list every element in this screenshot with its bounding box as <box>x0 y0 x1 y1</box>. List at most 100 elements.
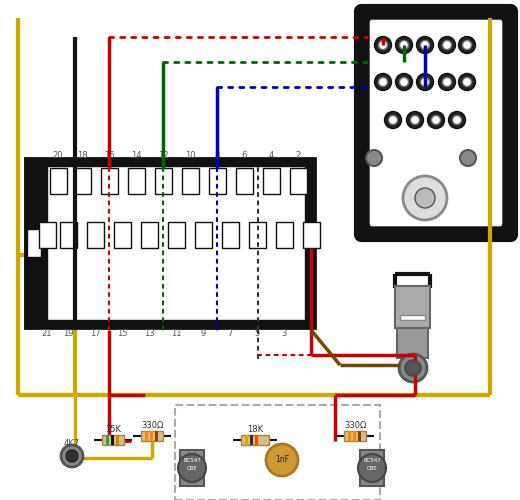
Text: CBE: CBE <box>187 466 198 471</box>
Text: 13: 13 <box>144 328 154 338</box>
Circle shape <box>366 150 382 166</box>
Text: 10: 10 <box>185 150 195 160</box>
Bar <box>60 222 77 248</box>
Bar <box>106 435 109 445</box>
Circle shape <box>66 450 78 462</box>
Bar <box>358 431 361 441</box>
Text: 14: 14 <box>131 150 141 160</box>
Circle shape <box>358 454 386 482</box>
Bar <box>276 222 293 248</box>
Bar <box>255 435 258 445</box>
Text: 4K7: 4K7 <box>64 438 80 448</box>
Bar <box>353 431 356 441</box>
Text: 17: 17 <box>89 328 100 338</box>
Text: 3: 3 <box>281 328 287 338</box>
Circle shape <box>396 36 412 54</box>
Bar <box>111 435 114 445</box>
Bar <box>397 328 428 358</box>
Bar <box>245 435 248 445</box>
Circle shape <box>374 74 392 90</box>
Circle shape <box>61 445 83 467</box>
Text: 1nF: 1nF <box>275 456 289 464</box>
Circle shape <box>384 112 401 128</box>
Bar <box>101 168 118 194</box>
Bar <box>128 168 145 194</box>
Text: 7: 7 <box>227 328 232 338</box>
Text: 1: 1 <box>308 328 314 338</box>
Circle shape <box>410 116 420 124</box>
Bar <box>155 431 158 441</box>
FancyBboxPatch shape <box>369 19 503 227</box>
Circle shape <box>459 36 475 54</box>
Text: 9: 9 <box>200 328 205 338</box>
Bar <box>303 222 320 248</box>
Bar <box>27 229 41 257</box>
Text: 18: 18 <box>76 150 87 160</box>
Text: 21: 21 <box>42 328 52 338</box>
Circle shape <box>405 360 421 376</box>
Bar <box>348 431 351 441</box>
Text: BC547: BC547 <box>363 458 381 464</box>
Bar <box>180 450 204 486</box>
Text: 5: 5 <box>254 328 259 338</box>
Circle shape <box>452 116 462 124</box>
Text: BC547: BC547 <box>183 458 201 464</box>
Circle shape <box>266 444 298 476</box>
Bar <box>141 431 163 441</box>
Bar <box>114 222 131 248</box>
Text: 12: 12 <box>158 150 168 160</box>
Bar <box>290 168 307 194</box>
Bar <box>39 222 56 248</box>
Circle shape <box>379 78 387 86</box>
Bar <box>344 431 366 441</box>
Bar <box>360 450 384 486</box>
Circle shape <box>178 454 206 482</box>
Text: CBE: CBE <box>367 466 378 471</box>
Circle shape <box>462 78 472 86</box>
Polygon shape <box>25 158 47 328</box>
Bar <box>209 168 226 194</box>
Circle shape <box>427 112 445 128</box>
Bar <box>145 431 148 441</box>
Bar <box>249 222 266 248</box>
Bar <box>395 286 430 328</box>
Circle shape <box>432 116 440 124</box>
Circle shape <box>460 150 476 166</box>
Text: 330Ω: 330Ω <box>141 422 163 430</box>
Bar <box>74 168 91 194</box>
Circle shape <box>388 116 397 124</box>
Text: 15: 15 <box>117 328 127 338</box>
Circle shape <box>417 74 434 90</box>
Bar <box>155 168 172 194</box>
Circle shape <box>462 40 472 50</box>
Bar <box>195 222 212 248</box>
Bar <box>150 431 153 441</box>
Text: 6: 6 <box>241 150 246 160</box>
Bar <box>168 222 185 248</box>
Circle shape <box>399 40 409 50</box>
Circle shape <box>438 36 456 54</box>
Text: 15K: 15K <box>105 426 121 434</box>
Text: 4: 4 <box>268 150 274 160</box>
Text: 2: 2 <box>295 150 301 160</box>
Text: 330Ω: 330Ω <box>344 422 366 430</box>
Circle shape <box>399 354 427 382</box>
Bar <box>250 435 253 445</box>
Bar <box>182 168 199 194</box>
Bar <box>241 435 269 445</box>
Text: 16: 16 <box>103 150 114 160</box>
Bar <box>175 405 380 500</box>
Circle shape <box>415 188 435 208</box>
Text: 8: 8 <box>214 150 219 160</box>
Text: 20: 20 <box>53 150 63 160</box>
Circle shape <box>399 78 409 86</box>
Circle shape <box>443 40 451 50</box>
FancyBboxPatch shape <box>356 6 516 240</box>
Bar <box>50 168 67 194</box>
Text: 11: 11 <box>171 328 181 338</box>
Bar <box>141 222 158 248</box>
Text: 19: 19 <box>63 328 73 338</box>
Circle shape <box>421 40 430 50</box>
Circle shape <box>448 112 465 128</box>
Bar <box>47 166 305 320</box>
